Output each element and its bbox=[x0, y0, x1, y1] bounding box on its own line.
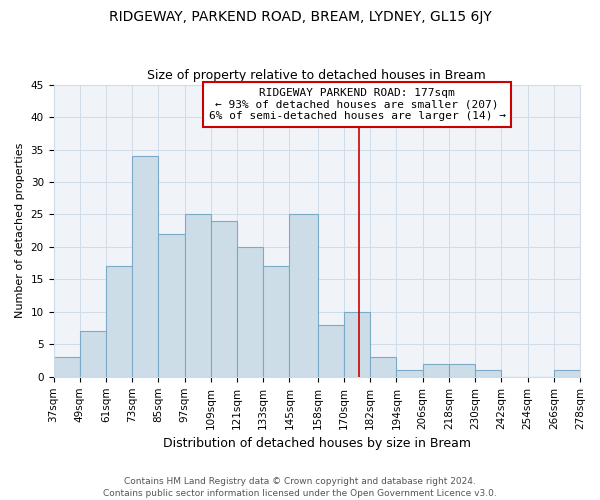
Bar bbox=[158, 234, 185, 377]
Bar bbox=[263, 266, 289, 377]
Bar bbox=[80, 332, 106, 377]
Bar bbox=[475, 370, 502, 377]
Bar bbox=[449, 364, 475, 377]
Bar bbox=[132, 156, 158, 377]
Bar bbox=[289, 214, 318, 377]
Bar bbox=[185, 214, 211, 377]
Bar bbox=[554, 370, 580, 377]
X-axis label: Distribution of detached houses by size in Bream: Distribution of detached houses by size … bbox=[163, 437, 471, 450]
Bar bbox=[344, 312, 370, 377]
Text: Contains HM Land Registry data © Crown copyright and database right 2024.
Contai: Contains HM Land Registry data © Crown c… bbox=[103, 476, 497, 498]
Bar bbox=[237, 247, 263, 377]
Text: RIDGEWAY PARKEND ROAD: 177sqm
← 93% of detached houses are smaller (207)
6% of s: RIDGEWAY PARKEND ROAD: 177sqm ← 93% of d… bbox=[209, 88, 506, 121]
Bar bbox=[318, 325, 344, 377]
Bar bbox=[370, 358, 397, 377]
Bar bbox=[397, 370, 423, 377]
Bar bbox=[211, 221, 237, 377]
Title: Size of property relative to detached houses in Bream: Size of property relative to detached ho… bbox=[148, 69, 486, 82]
Bar bbox=[106, 266, 132, 377]
Bar bbox=[423, 364, 449, 377]
Bar bbox=[53, 358, 80, 377]
Text: RIDGEWAY, PARKEND ROAD, BREAM, LYDNEY, GL15 6JY: RIDGEWAY, PARKEND ROAD, BREAM, LYDNEY, G… bbox=[109, 10, 491, 24]
Y-axis label: Number of detached properties: Number of detached properties bbox=[15, 143, 25, 318]
